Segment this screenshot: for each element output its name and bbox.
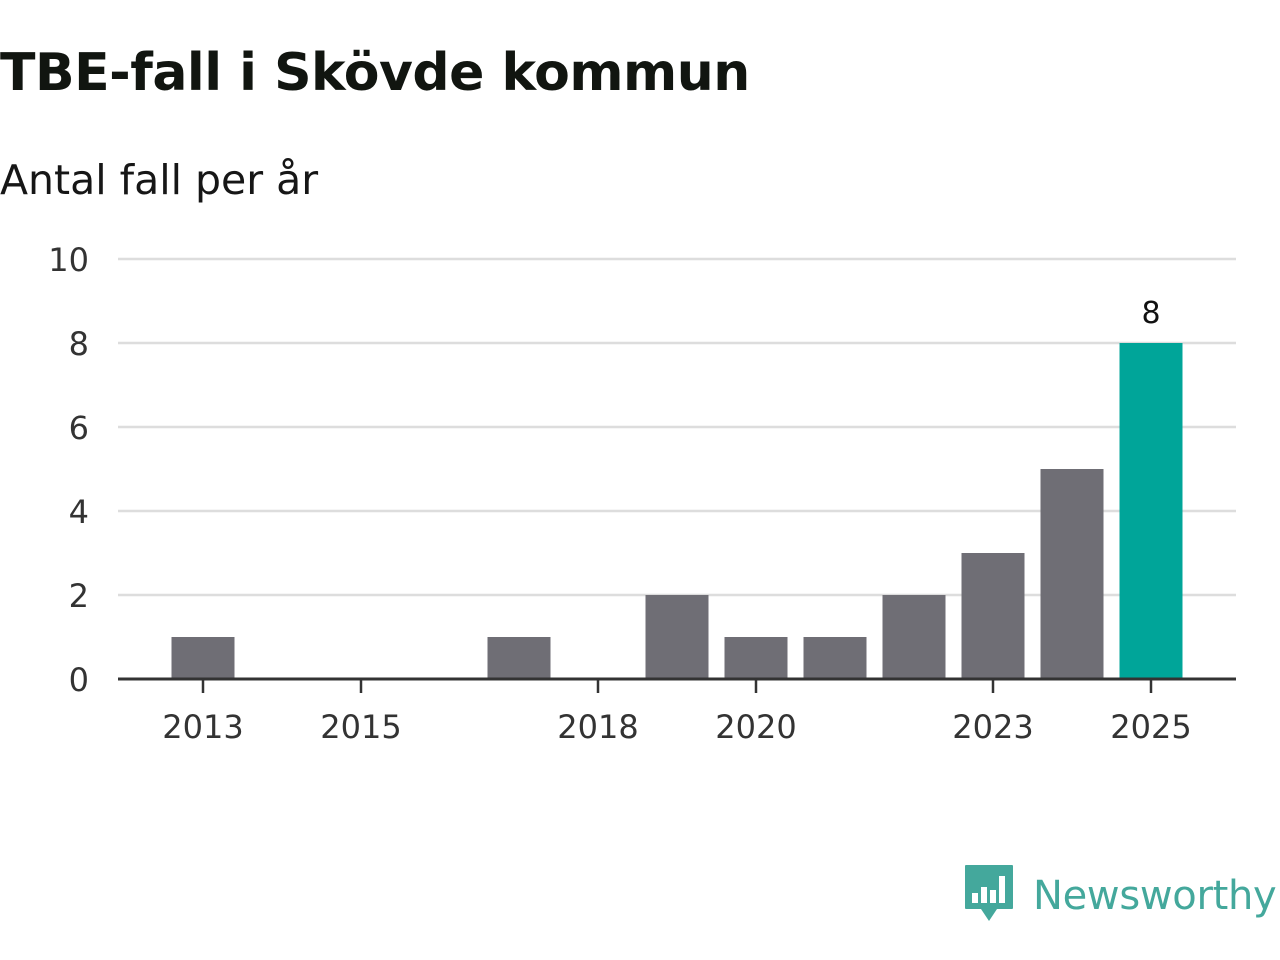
brand-logo: Newsworthy	[963, 863, 1277, 929]
x-tick-label: 2025	[1110, 708, 1191, 746]
chart-subtitle: Antal fall per år	[0, 156, 319, 204]
bar-2020	[724, 637, 788, 679]
bar-2013	[171, 637, 235, 679]
labels: 0 2 4 6 8 10 2013 2015 2018 2020 2023 2025 8	[48, 241, 1191, 746]
bar-2024	[1040, 469, 1104, 679]
y-tick-label: 8	[69, 325, 89, 363]
y-tick-label: 10	[48, 241, 89, 279]
brand-name: Newsworthy	[1033, 873, 1277, 919]
data-label-2025: 8	[1141, 296, 1160, 331]
y-tick-label: 0	[69, 661, 89, 699]
bar-2019	[645, 595, 709, 679]
x-axis	[118, 677, 1236, 693]
y-tick-label: 6	[69, 409, 89, 447]
x-tick-label: 2018	[557, 708, 638, 746]
bars	[171, 343, 1183, 679]
y-tick-label: 2	[69, 577, 89, 615]
x-tick-label: 2023	[952, 708, 1033, 746]
x-tick-label: 2020	[715, 708, 796, 746]
newsworthy-logo-icon	[963, 863, 1015, 929]
bar-2022	[882, 595, 946, 679]
y-tick-label: 4	[69, 493, 89, 531]
x-tick-label: 2013	[162, 708, 243, 746]
bar-2021	[803, 637, 867, 679]
chart-title: TBE-fall i Skövde kommun	[0, 43, 750, 103]
bar-2017	[487, 637, 551, 679]
bar-2025	[1119, 343, 1183, 679]
bar-2023	[961, 553, 1025, 679]
x-tick-label: 2015	[320, 708, 401, 746]
